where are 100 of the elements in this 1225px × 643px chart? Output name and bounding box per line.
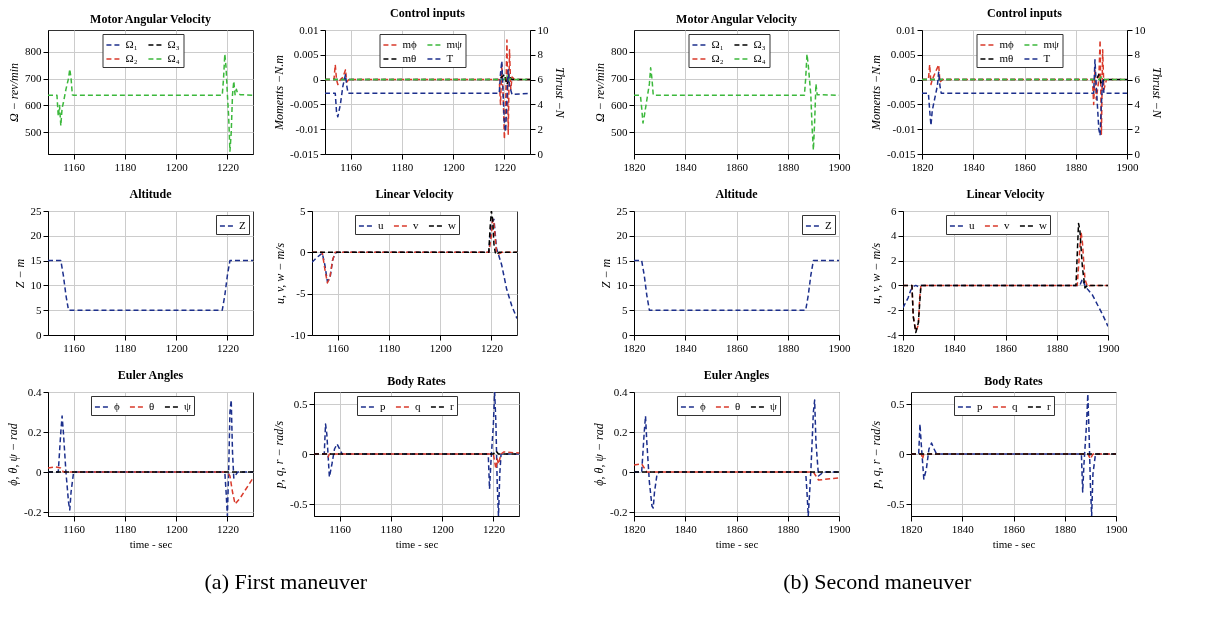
chart-title: Body Rates bbox=[387, 374, 446, 388]
legend-label: T bbox=[446, 52, 454, 64]
y-tick-label: 6 bbox=[891, 204, 897, 217]
x-tick-label: 1860 bbox=[1014, 160, 1037, 173]
y-tick-label: 0 bbox=[910, 73, 916, 86]
legend-label: mθ bbox=[402, 52, 417, 64]
x-tick-label: 1220 bbox=[216, 522, 240, 535]
x-tick-label: 1200 bbox=[165, 522, 189, 535]
legend-label: w bbox=[1039, 219, 1047, 231]
x-tick-label: 1820 bbox=[623, 341, 646, 354]
x-tick-label: 1220 bbox=[480, 341, 504, 354]
x-tick-label: 1200 bbox=[431, 522, 455, 535]
y2-tick-label: 4 bbox=[1134, 97, 1141, 110]
y-tick-label: 5 bbox=[300, 204, 306, 217]
y-tick-label: 5 bbox=[622, 303, 628, 316]
chart-title: Euler Angles bbox=[117, 368, 184, 382]
legend-label: θ bbox=[735, 400, 741, 412]
x-tick-label: 1160 bbox=[327, 341, 350, 354]
y2-tick-label: 6 bbox=[537, 73, 544, 86]
x-tick-label: 1860 bbox=[995, 341, 1018, 354]
chart-title: Control inputs bbox=[987, 6, 1063, 20]
y-tick-label: 2 bbox=[891, 254, 897, 267]
chart-title: Linear Velocity bbox=[375, 187, 454, 201]
x-tick-label: 1860 bbox=[726, 341, 749, 354]
x-tick-label: 1200 bbox=[165, 341, 189, 354]
y2-tick-label: 10 bbox=[1134, 23, 1146, 36]
x-tick-label: 1220 bbox=[482, 522, 506, 535]
x-tick-label: 1820 bbox=[900, 522, 923, 535]
x-tick-label: 1200 bbox=[165, 160, 189, 173]
legend-label: q bbox=[1012, 400, 1018, 412]
y-tick-label: 0 bbox=[622, 465, 628, 478]
x-tick-label: 1880 bbox=[1054, 522, 1077, 535]
x-tick-label: 1880 bbox=[777, 160, 800, 173]
x-tick-label: 1840 bbox=[951, 522, 975, 535]
y-tick-label: 0 bbox=[313, 73, 319, 86]
x-tick-label: 1160 bbox=[329, 522, 352, 535]
y-tick-label: 20 bbox=[616, 229, 628, 242]
legend-label: v bbox=[413, 219, 419, 231]
y-tick-label: 20 bbox=[30, 229, 42, 242]
x-tick-label: 1200 bbox=[442, 160, 466, 173]
y2-tick-label: 6 bbox=[1134, 73, 1141, 86]
legend-label: Ω₄ bbox=[167, 52, 180, 64]
y-tick-label: -10 bbox=[290, 328, 306, 341]
x-tick-label: 1220 bbox=[216, 341, 240, 354]
y-tick-label: 0.5 bbox=[890, 397, 905, 410]
x-tick-label: 1820 bbox=[911, 160, 934, 173]
y2-tick-label: 0 bbox=[1134, 147, 1141, 160]
legend-label: Z bbox=[825, 219, 832, 231]
x-tick-label: 1160 bbox=[340, 160, 363, 173]
legend-label: Ω₄ bbox=[753, 52, 766, 64]
y-tick-label: -0.2 bbox=[610, 505, 628, 518]
y-tick-label: 0.01 bbox=[299, 23, 319, 36]
y-axis-title: Z − m bbox=[12, 258, 27, 289]
y2-axis-title: Thrust −N bbox=[1149, 67, 1164, 119]
y-tick-label: 0 bbox=[891, 278, 897, 291]
y-tick-label: 5 bbox=[36, 303, 42, 316]
y-tick-label: 25 bbox=[30, 204, 42, 217]
legend-label: mψ bbox=[1043, 38, 1060, 50]
x-tick-label: 1180 bbox=[391, 160, 414, 173]
y-tick-label: 0.2 bbox=[613, 425, 628, 438]
x-tick-label: 1180 bbox=[114, 341, 137, 354]
y-axis-title: Ω − rev/min bbox=[593, 63, 607, 122]
y-axis-title: ϕ, θ, ψ − rad bbox=[592, 422, 607, 486]
y-tick-label: 600 bbox=[25, 98, 42, 111]
y2-tick-label: 0 bbox=[537, 147, 544, 160]
y-tick-label: -0.5 bbox=[290, 497, 308, 510]
text: (b) Second maneuver bbox=[783, 568, 973, 594]
y2-axis-title: Thrust −N bbox=[552, 67, 567, 119]
chart-title: Altitude bbox=[129, 187, 173, 201]
x-tick-label: 1840 bbox=[674, 522, 698, 535]
y-tick-label: 15 bbox=[30, 254, 42, 267]
legend-label: mψ bbox=[446, 38, 463, 50]
y-tick-label: 700 bbox=[611, 72, 628, 85]
legend-label: p bbox=[977, 400, 983, 412]
x-tick-label: 1860 bbox=[726, 160, 749, 173]
y-tick-label: 800 bbox=[611, 45, 628, 58]
legend-label: mϕ bbox=[402, 38, 418, 50]
y-axis-title: p, q, r − rad/s bbox=[869, 420, 884, 490]
x-tick-label: 1900 bbox=[1116, 160, 1139, 173]
y-tick-label: 600 bbox=[611, 98, 628, 111]
x-tick-label: 1160 bbox=[63, 160, 86, 173]
y-tick-label: 10 bbox=[616, 278, 628, 291]
y-tick-label: 15 bbox=[616, 254, 628, 267]
x-tick-label: 1840 bbox=[674, 160, 698, 173]
x-tick-label: 1840 bbox=[674, 341, 698, 354]
legend-label: u bbox=[378, 219, 384, 231]
y-tick-label: -0.015 bbox=[290, 147, 319, 160]
y-tick-label: -0.2 bbox=[24, 505, 42, 518]
legend-label: Ω₂ bbox=[711, 52, 724, 64]
legend-label: Ω₃ bbox=[167, 38, 180, 50]
y-axis-title: ϕ, θ, ψ − rad bbox=[6, 422, 21, 486]
x-tick-label: 1880 bbox=[777, 341, 800, 354]
legend-label: Ω₂ bbox=[125, 52, 138, 64]
x-tick-label: 1860 bbox=[1003, 522, 1026, 535]
x-axis-title: time - sec bbox=[395, 537, 439, 550]
x-tick-label: 1220 bbox=[216, 160, 240, 173]
x-tick-label: 1900 bbox=[828, 160, 851, 173]
y-tick-label: -0.01 bbox=[295, 122, 319, 135]
x-tick-label: 1180 bbox=[114, 160, 137, 173]
x-tick-label: 1880 bbox=[1046, 341, 1069, 354]
